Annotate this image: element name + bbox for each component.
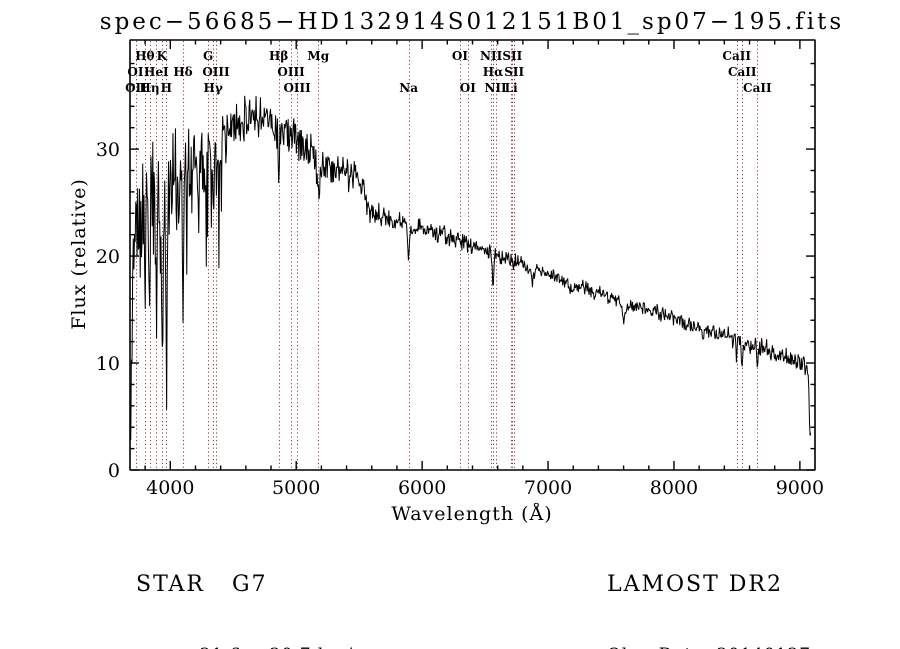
survey-text: LAMOST DR2 <box>607 572 783 597</box>
y-axis-label: Flux (relative) <box>68 178 90 330</box>
x-axis-label: Wavelength (Å) <box>391 503 553 525</box>
plot-title: spec−56685−HD132914S012151B01_sp07−195.f… <box>99 9 845 35</box>
classification-text: STAR G7 <box>136 572 268 597</box>
footer-right: LAMOST DR2 Obs−Date: 20140127 <box>607 534 811 649</box>
cz-text: cz = −21.6 ± 20.7 km/s <box>136 645 474 649</box>
footer-left: STAR G7 cz = −21.6 ± 20.7 km/s RA = 203.… <box>136 534 474 649</box>
obsdate-text: Obs−Date: 20140127 <box>607 645 811 649</box>
